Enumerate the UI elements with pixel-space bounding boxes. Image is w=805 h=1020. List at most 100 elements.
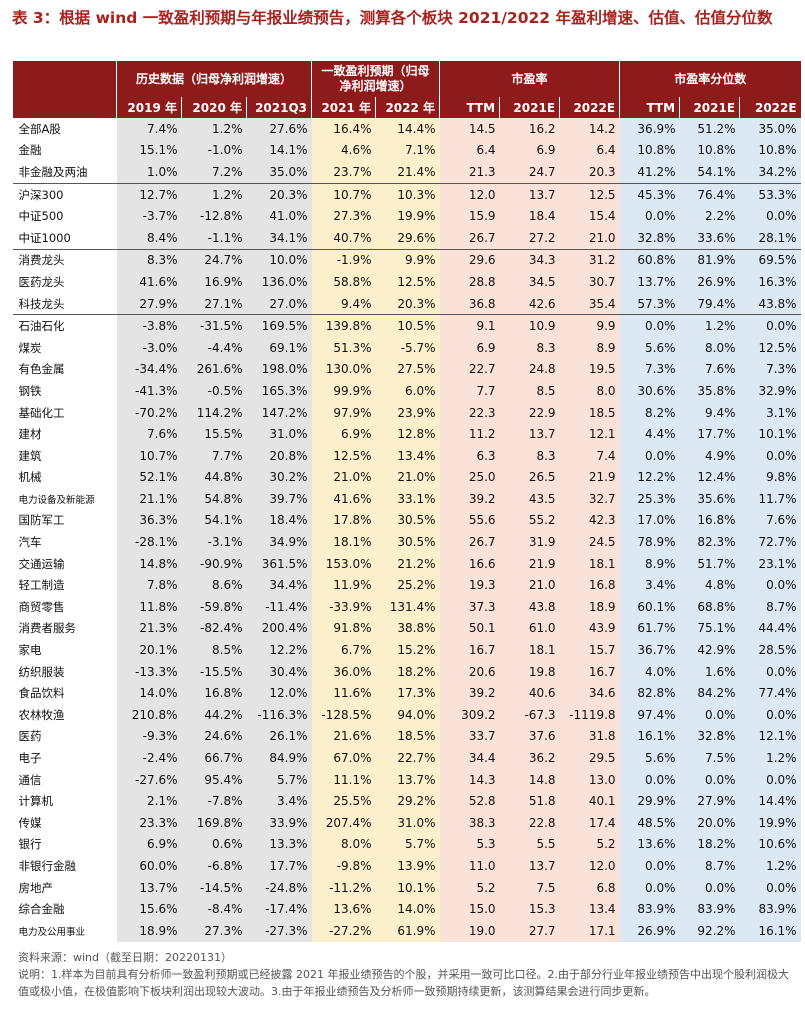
cell: 29.9% [619,790,680,812]
cell: 3.4% [246,790,312,812]
cell: 37.3 [439,596,500,618]
cell: 21.0% [375,466,440,489]
row-label: 食品饮料 [18,686,65,701]
cell: 10.6% [739,833,801,856]
cell: 16.3% [739,271,801,293]
cell: 7.6% [679,358,740,381]
cell: 19.9% [739,812,801,834]
cell: 6.0% [375,380,440,402]
cell: 55.2 [499,509,560,532]
cell: 34.3 [499,248,560,272]
cell: 30.7 [559,271,620,293]
cell: 13.7% [116,876,182,899]
cell: 200.4% [246,617,312,640]
cell: -128.5% [311,704,376,726]
cell: 4.9% [679,444,740,467]
cell: 16.6 [439,552,500,575]
cell: 0.0% [619,314,680,337]
cell: 16.4% [311,118,376,140]
cell: 18.5 [559,401,620,424]
cell: 35.8% [679,380,740,402]
table-row: 交通运输 14.8% -90.9% 361.5% 153.0% 21.2% 16.6 21.9… [13,552,801,575]
row-label: 家电 [18,643,42,658]
cell: 41.6% [116,271,182,293]
cell: -1.9% [311,248,376,272]
cell: -3.1% [181,531,247,553]
row-label: 电力设备及新能源 [18,494,95,506]
cell: 22.7 [439,358,500,381]
row-label: 通信 [18,772,42,787]
cell: 7.2% [181,161,247,184]
cell: 8.3 [499,336,560,359]
cell: 19.9% [375,205,440,227]
cell: 18.1% [311,531,376,553]
cell: 72.7% [739,531,801,553]
cell: 10.9 [499,314,560,337]
cell: 23.3% [116,812,182,834]
cell: 14.4% [375,118,440,140]
row-label: 消费者服务 [18,621,77,636]
cell: 6.4 [559,139,620,162]
cell: 81.9% [679,248,740,272]
table-row: 综合金融 15.6% -8.4% -17.4% 13.6% 14.0% 15.0 15.3 13… [13,898,801,920]
cell: 5.6% [619,747,680,769]
cell: 36.0% [311,660,376,683]
cell: 6.9% [311,423,376,445]
table-row: 非银行金融 60.0% -6.8% 17.7% -9.8% 13.9% 11.0 13.7 12… [13,855,801,877]
cell: 5.5 [499,833,560,856]
cell: -4.4% [181,336,247,359]
cell: 17.8% [311,509,376,532]
cell: 12.5 [559,182,620,206]
cell: 0.0% [679,768,740,791]
cell: 43.8 [499,596,560,618]
cell: 21.1% [116,488,182,510]
cell: 61.9% [375,919,440,942]
cell: 12.4% [679,466,740,489]
cell: 42.6 [499,292,560,315]
cell: 12.2% [246,639,312,661]
cell: 84.9% [246,747,312,769]
cell: 15.6% [116,898,182,920]
cell: 34.2% [739,161,801,184]
cell: 20.3% [246,182,312,206]
cell: 7.4 [559,444,620,467]
cell: 309.2 [439,704,500,726]
cell: 11.7% [739,488,801,510]
row-label: 银行 [18,837,42,852]
cell: 15.4 [559,205,620,227]
group-header: 历史数据（归母净利润增速） [115,61,312,97]
cell: 16.7 [439,639,500,661]
row-label: 科技龙头 [18,296,65,311]
cell: 16.8 [559,574,620,597]
table-row: 金融 15.1% -1.0% 14.1% 4.6% 7.1% 6.4 6.9 6.4 10.8% 1… [13,139,801,162]
cell: 55.6 [439,509,500,532]
cell: 0.0% [619,205,680,227]
cell: 76.4% [679,182,740,206]
cell: 20.3 [559,161,620,184]
cell: -7.8% [181,790,247,812]
column-header: 2022 年 [375,97,440,118]
cell: 83.9% [619,898,680,920]
group-header: 市盈率 [439,61,620,97]
table-row: 房地产 13.7% -14.5% -24.8% -11.2% 10.1% 5.2 7.5 6.8… [13,876,801,899]
row-label: 沪深300 [12,182,117,206]
row-label: 中证1000 [18,230,71,245]
cell: 23.1% [739,552,801,575]
column-header: TTM [439,97,500,118]
cell: 0.0% [739,574,801,597]
cell: 60.8% [619,248,680,272]
table-row: 商贸零售 11.8% -59.8% -11.4% -33.9% 131.4% 37.3 43.… [13,596,801,618]
cell: 8.7% [739,596,801,618]
column-header: 2019 年 [116,97,182,118]
cell: 9.9 [559,314,620,337]
cell: 31.9 [499,531,560,553]
cell: 12.5% [375,271,440,293]
cell: 153.0% [311,552,376,575]
cell: 12.7% [116,182,182,206]
cell: 6.9% [116,833,182,856]
cell: 1.2% [739,855,801,877]
cell: 33.1% [375,488,440,510]
cell: 18.1 [499,639,560,661]
cell: 0.0% [619,768,680,791]
cell: 50.1 [439,617,500,640]
